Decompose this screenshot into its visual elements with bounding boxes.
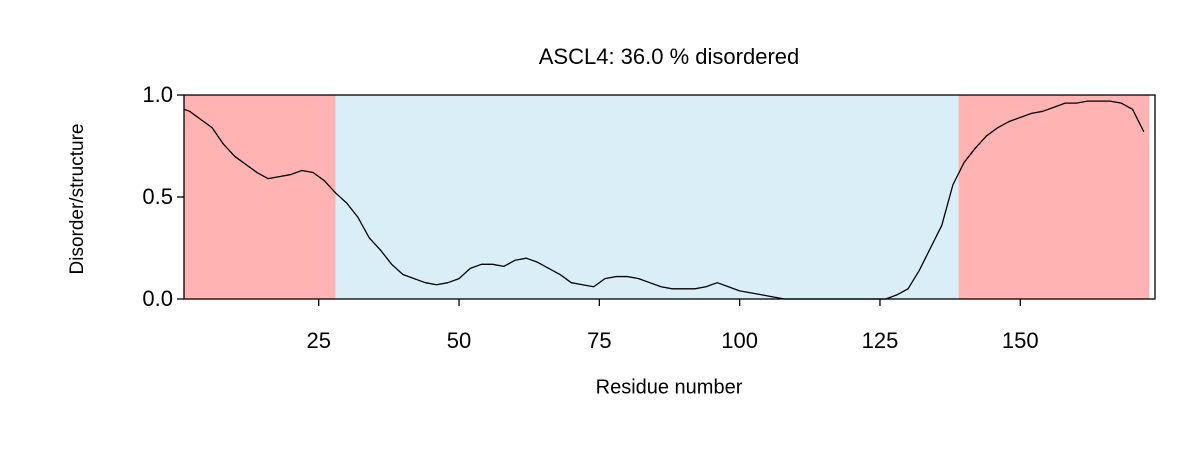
chart-title: ASCL4: 36.0 % disordered xyxy=(539,44,800,69)
x-tick-label: 150 xyxy=(1002,328,1039,353)
x-axis-label: Residue number xyxy=(596,376,743,398)
region xyxy=(184,95,336,299)
x-tick-label: 100 xyxy=(721,328,758,353)
x-tick-label: 25 xyxy=(306,328,330,353)
x-tick-label: 75 xyxy=(587,328,611,353)
y-axis-label: Disorder/structure xyxy=(67,124,88,275)
region xyxy=(335,95,959,299)
x-tick-label: 50 xyxy=(447,328,471,353)
region xyxy=(958,95,1150,299)
y-tick-label: 0.0 xyxy=(142,286,173,311)
disorder-line xyxy=(183,100,1145,300)
y-tick-label: 0.5 xyxy=(142,184,173,209)
y-tick-label: 1.0 xyxy=(142,82,173,107)
x-tick-label: 125 xyxy=(862,328,899,353)
